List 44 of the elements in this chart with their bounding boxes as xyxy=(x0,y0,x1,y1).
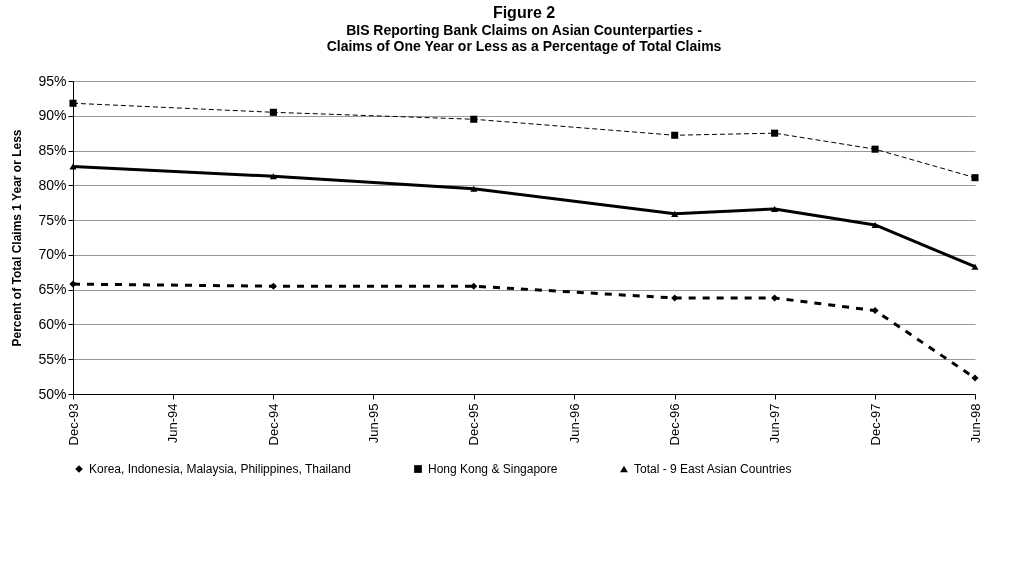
x-tick-label: Jun-96 xyxy=(566,403,582,444)
y-tick-label: 65% xyxy=(38,281,67,298)
point xyxy=(971,374,979,382)
y-tick-label: 55% xyxy=(38,350,67,367)
point xyxy=(671,131,679,139)
y-tick-label: 95% xyxy=(38,72,67,89)
chart-subtitle: BIS Reporting Bank Claims on Asian Counterparties - Claims of One Year or Less as a Percentage of Total Claims xyxy=(326,22,722,54)
y-tick-label: 75% xyxy=(38,211,67,228)
x-tick-label: Jun-95 xyxy=(365,403,381,444)
y-tick-label: 60% xyxy=(38,315,67,332)
y-tick-label: 50% xyxy=(38,385,67,402)
point xyxy=(470,185,478,192)
x-tick-label: Dec-96 xyxy=(667,403,683,446)
x-tick-label: Jun-98 xyxy=(967,403,983,444)
legend-label: Total - 9 East Asian Countries xyxy=(634,462,792,476)
point xyxy=(470,115,478,123)
y-tick-label: 70% xyxy=(38,246,67,263)
point xyxy=(771,205,779,213)
point xyxy=(269,173,277,180)
point xyxy=(871,307,879,315)
y-tick-label: 90% xyxy=(38,107,67,124)
legend-label: Hong Kong & Singapore xyxy=(428,462,558,476)
point xyxy=(971,174,979,182)
x-tick-label: Dec-93 xyxy=(65,403,81,446)
point xyxy=(871,145,879,153)
legend-label: Korea, Indonesia, Malaysia, Philippines, Thailand xyxy=(89,462,351,476)
point xyxy=(771,129,779,137)
point xyxy=(871,221,879,229)
x-tick-label: Dec-94 xyxy=(265,403,281,446)
chart-title: Figure 2 xyxy=(492,4,556,21)
x-tick-label: Dec-97 xyxy=(867,403,883,446)
point xyxy=(671,210,679,217)
point xyxy=(269,108,277,116)
y-axis-title: Percent of Total Claims 1 Year or Less xyxy=(10,129,25,347)
point xyxy=(470,282,478,290)
y-tick-label: 80% xyxy=(38,176,67,193)
point xyxy=(69,280,77,288)
y-tick-label: 85% xyxy=(38,142,67,159)
point xyxy=(971,263,979,270)
x-tick-label: Jun-97 xyxy=(767,403,783,444)
x-tick-label: Dec-95 xyxy=(466,403,482,446)
point xyxy=(69,163,77,170)
x-tick-label: Jun-94 xyxy=(165,403,181,444)
point xyxy=(69,99,77,107)
